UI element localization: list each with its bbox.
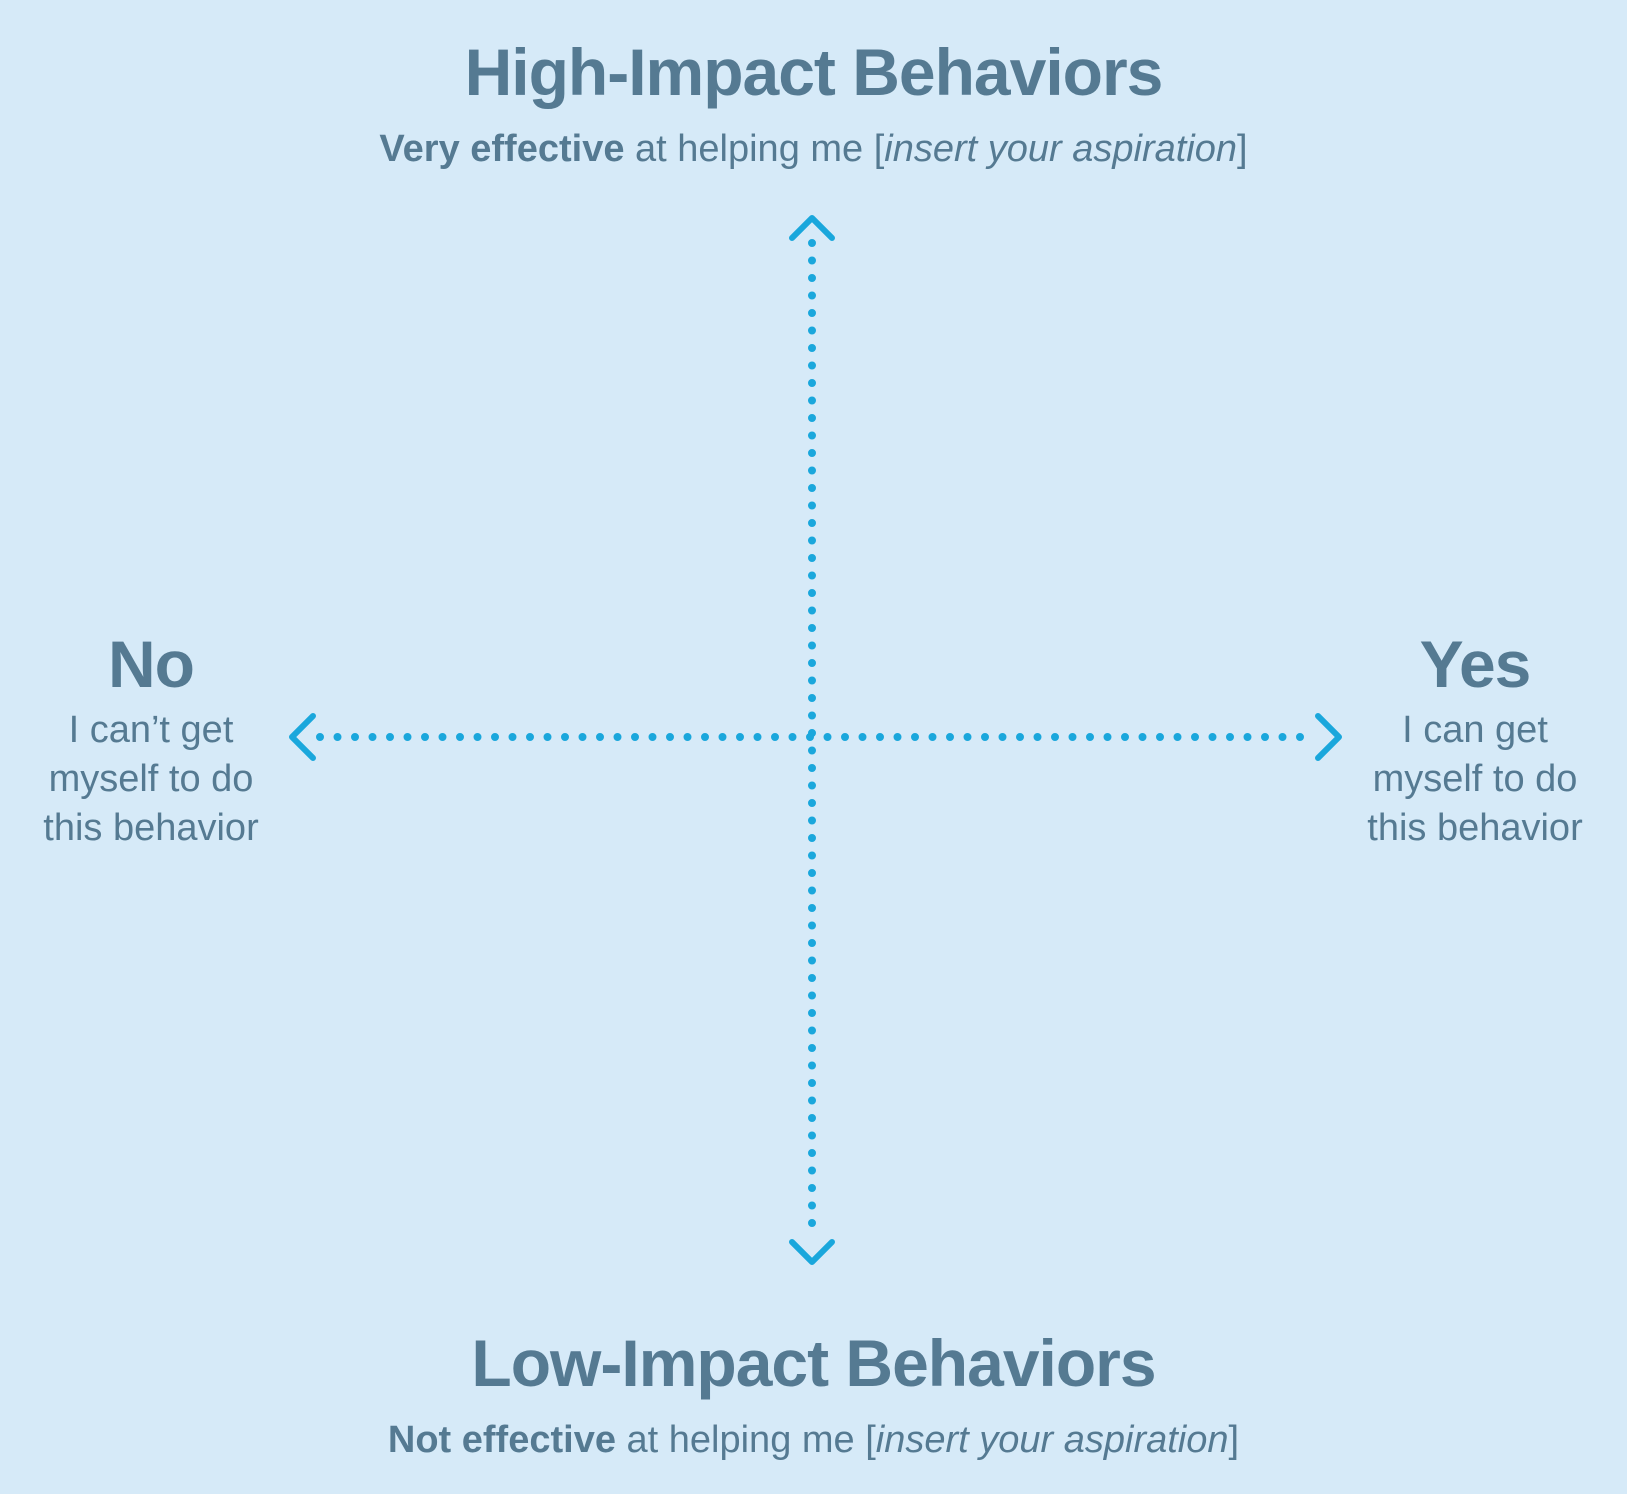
top-subtitle-bold: Very effective — [379, 128, 625, 170]
bottom-subtitle-end: ] — [1228, 1419, 1240, 1461]
bottom-subtitle: Not effective at helping me [insert your… — [0, 1419, 1627, 1462]
right-description: I can get myself to do this behavior — [1342, 706, 1608, 853]
arrow-right-icon — [1315, 713, 1342, 761]
left-line-2: myself to do — [48, 758, 254, 800]
right-line-3: this behavior — [1367, 807, 1583, 849]
left-description: I can’t get myself to do this behavior — [20, 706, 282, 853]
top-subtitle: Very effective at helping me [insert you… — [0, 128, 1627, 171]
right-line-1: I can get — [1402, 709, 1548, 751]
right-line-2: myself to do — [1372, 758, 1578, 800]
bottom-subtitle-italic: insert your aspiration — [875, 1419, 1229, 1461]
arrow-down-icon — [789, 1239, 835, 1265]
top-subtitle-mid: at helping me [ — [624, 128, 885, 170]
right-heading: Yes — [1419, 627, 1532, 701]
bottom-title: Low-Impact Behaviors — [471, 1326, 1156, 1400]
right-axis-label: Yes I can get myself to do this behavior — [1342, 628, 1608, 853]
left-line-1: I can’t get — [68, 709, 234, 751]
bottom-subtitle-mid: at helping me [ — [615, 1419, 876, 1461]
top-title: High-Impact Behaviors — [464, 35, 1164, 109]
left-heading: No — [108, 627, 195, 701]
top-subtitle-italic: insert your aspiration — [884, 128, 1238, 170]
bottom-subtitle-bold: Not effective — [387, 1419, 616, 1461]
left-axis-label: No I can’t get myself to do this behavio… — [20, 628, 282, 853]
left-line-3: this behavior — [43, 807, 259, 849]
arrow-left-icon — [289, 713, 316, 761]
arrow-up-icon — [789, 215, 835, 241]
top-subtitle-end: ] — [1237, 128, 1248, 170]
